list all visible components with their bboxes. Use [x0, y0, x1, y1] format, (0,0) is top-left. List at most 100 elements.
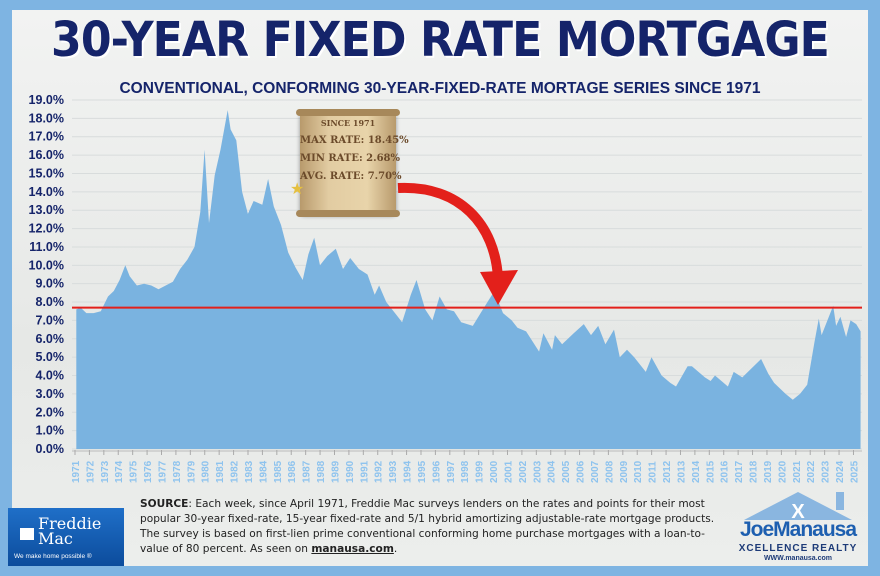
scroll-since: SINCE 1971 — [320, 118, 376, 128]
source-end: . — [393, 543, 398, 555]
min-rate: MIN RATE: 2.68% — [300, 153, 400, 164]
source-label: SOURCE — [140, 498, 189, 510]
house-icon — [20, 528, 34, 540]
max-rate-label: MAX RATE: — [300, 135, 365, 146]
avg-rate-label: AVG. RATE: — [300, 171, 365, 182]
star-icon: ★ — [290, 181, 305, 198]
avg-rate: AVG. RATE: 7.70% — [300, 171, 402, 182]
page-subtitle: CONVENTIONAL, CONFORMING 30-YEAR-FIXED-R… — [119, 80, 761, 97]
y-tick-label: 9.0% — [36, 277, 65, 291]
x-tick-label: 2023 — [821, 460, 832, 483]
source-note: SOURCE: Each week, since April 1971, Fre… — [140, 497, 725, 557]
y-tick-label: 12.0% — [29, 222, 64, 236]
x-tick-label: 1979 — [186, 460, 197, 483]
x-tick-label: 1997 — [446, 460, 457, 483]
stats-scroll: SINCE 1971 MAX RATE: 18.45% MIN RATE: 2.… — [296, 109, 409, 217]
x-tick-label: 1981 — [215, 460, 226, 483]
red-arrow-icon — [397, 182, 503, 279]
x-tick-label: 2022 — [806, 460, 817, 483]
x-tick-label: 1978 — [172, 460, 183, 483]
x-tick-label: 1993 — [388, 460, 399, 483]
y-tick-label: 4.0% — [36, 369, 65, 383]
x-tick-label: 1990 — [345, 460, 356, 483]
x-tick-label: 2024 — [835, 460, 846, 483]
joe-url: WWW.manausa.com — [763, 555, 833, 562]
x-tick-label: 1983 — [244, 460, 255, 483]
x-tick-label: 1973 — [100, 460, 111, 483]
y-tick-label: 5.0% — [36, 350, 65, 364]
joe-manausa-logo: X JoeManausa XCELLENCE REALTY WWW.manaus… — [724, 488, 872, 568]
y-tick-label: 3.0% — [36, 387, 65, 401]
x-tick-label: 2009 — [619, 460, 630, 483]
x-tick-label: 2006 — [576, 460, 587, 483]
y-tick-label: 2.0% — [36, 405, 65, 419]
x-tick-label: 1984 — [258, 460, 269, 483]
x-tick-label: 2015 — [705, 460, 716, 483]
joe-subtitle: XCELLENCE REALTY — [738, 543, 858, 554]
max-rate-value: 18.45% — [367, 135, 409, 146]
x-tick-label: 1994 — [403, 460, 414, 483]
x-tick-label: 2000 — [489, 460, 500, 483]
x-axis: 1971 1972 1973 1974 1975 1976 1977 1978 1979 1980… — [71, 450, 862, 483]
x-tick-label: 1988 — [316, 460, 327, 483]
y-tick-label: 11.0% — [29, 240, 64, 254]
rate-area — [76, 110, 861, 449]
x-tick-label: 2008 — [604, 460, 615, 483]
joe-name: JoeManausa — [739, 518, 857, 541]
freddie-mac-name: Freddie Mac — [38, 514, 102, 548]
x-tick-label: 1986 — [287, 460, 298, 483]
y-tick-label: 18.0% — [29, 111, 64, 125]
x-tick-label: 1980 — [201, 460, 212, 483]
x-tick-label: 2025 — [849, 460, 860, 483]
x-tick-label: 1995 — [417, 460, 428, 483]
y-tick-label: 6.0% — [36, 332, 65, 346]
y-axis: 0.0% 1.0% 2.0% 3.0% 4.0% 5.0% 6.0% 7.0% 8.0% 9.0%… — [29, 93, 64, 456]
svg-text:X: X — [791, 501, 805, 522]
x-tick-label: 1991 — [359, 460, 370, 483]
x-tick-label: 2004 — [547, 460, 558, 483]
x-tick-label: 1972 — [85, 460, 96, 483]
x-tick-label: 1977 — [157, 460, 168, 483]
y-tick-label: 0.0% — [36, 442, 65, 456]
x-tick-label: 2001 — [503, 460, 514, 483]
freddie-mac-logo: Freddie Mac We make home possible ® — [8, 508, 124, 566]
y-tick-label: 16.0% — [29, 148, 64, 162]
x-tick-label: 1992 — [374, 460, 385, 483]
x-tick-label: 2012 — [662, 460, 673, 483]
x-tick-label: 1987 — [302, 460, 313, 483]
page-title: 30-YEAR FIXED RATE MORTGAGE — [51, 12, 830, 68]
red-arrow-head — [480, 270, 518, 305]
max-rate: MAX RATE: 18.45% — [300, 135, 409, 146]
y-tick-label: 19.0% — [29, 93, 64, 107]
min-rate-label: MIN RATE: — [300, 153, 363, 164]
x-tick-label: 2002 — [518, 460, 529, 483]
x-tick-label: 2013 — [676, 460, 687, 483]
y-tick-label: 13.0% — [29, 203, 64, 217]
x-tick-label: 2016 — [720, 460, 731, 483]
y-tick-label: 10.0% — [29, 258, 64, 272]
x-tick-label: 2019 — [763, 460, 774, 483]
avg-rate-value: 7.70% — [367, 171, 402, 182]
min-rate-value: 2.68% — [366, 153, 400, 164]
x-tick-label: 2021 — [792, 460, 803, 483]
x-tick-label: 2014 — [691, 460, 702, 483]
source-text: : Each week, since April 1971, Freddie M… — [140, 498, 715, 555]
x-tick-label: 2017 — [734, 460, 745, 483]
x-tick-label: 1999 — [475, 460, 486, 483]
y-tick-label: 7.0% — [36, 313, 65, 327]
y-tick-label: 17.0% — [29, 130, 64, 144]
x-tick-label: 1976 — [143, 460, 154, 483]
x-tick-label: 2007 — [590, 460, 601, 483]
x-tick-label: 2011 — [648, 461, 659, 483]
y-tick-label: 1.0% — [36, 424, 65, 438]
x-tick-label: 2003 — [532, 460, 543, 483]
x-tick-label: 1989 — [330, 460, 341, 483]
x-tick-label: 2018 — [749, 460, 760, 483]
y-tick-label: 15.0% — [29, 166, 64, 180]
x-tick-label: 1996 — [431, 460, 442, 483]
x-tick-label: 1971 — [71, 460, 82, 483]
x-tick-label: 1974 — [114, 460, 125, 483]
freddie-mac-tagline: We make home possible ® — [14, 553, 92, 560]
source-link[interactable]: manausa.com — [311, 543, 394, 555]
